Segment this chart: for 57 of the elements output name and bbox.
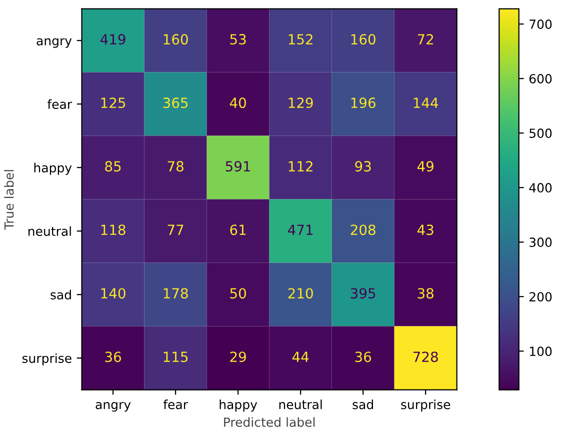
data-label: 36 <box>355 352 372 362</box>
x-axis-title: Predicted label <box>224 417 315 427</box>
y-tick-label: sad <box>50 290 71 300</box>
data-label: 196 <box>351 98 376 108</box>
data-label: 140 <box>101 288 126 299</box>
data-label: 61 <box>230 224 246 236</box>
data-label: 208 <box>350 224 376 236</box>
data-label: 178 <box>164 288 188 299</box>
data-label: 419 <box>100 34 126 45</box>
color-bar-label: 500 <box>530 128 552 138</box>
data-label: 210 <box>288 288 313 299</box>
data-label: 112 <box>288 161 312 172</box>
x-tick-label: neutral <box>279 400 322 410</box>
data-label: 115 <box>164 352 188 362</box>
x-tick-label: surprise <box>401 400 450 412</box>
data-label: 53 <box>230 34 246 45</box>
data-label: 49 <box>417 161 434 172</box>
data-label: 36 <box>105 352 121 362</box>
data-label: 365 <box>163 98 188 108</box>
y-axis-title: True label <box>4 170 14 230</box>
data-label: 44 <box>292 352 309 362</box>
data-label: 125 <box>101 98 126 108</box>
color-bar-label: 700 <box>530 19 552 29</box>
color-bar-label: 300 <box>530 238 552 248</box>
data-label: 43 <box>417 224 434 236</box>
data-label: 144 <box>414 98 438 108</box>
y-tick-label: angry <box>36 38 72 48</box>
color-bar-label: 100 <box>530 346 552 356</box>
data-label: 29 <box>230 352 246 362</box>
x-tick-label: angry <box>96 402 131 412</box>
data-label: 93 <box>355 161 371 172</box>
y-tick-label: happy <box>34 162 72 175</box>
x-tick-label: fear <box>163 400 188 410</box>
x-tick-label: happy <box>220 400 258 412</box>
data-label: 728 <box>413 352 438 362</box>
data-label: 471 <box>288 224 313 235</box>
y-tick-label: neutral <box>28 226 71 236</box>
data-label: 395 <box>350 288 376 299</box>
color-bar-label: 200 <box>530 292 552 302</box>
data-label: 50 <box>230 288 246 299</box>
color-bar-label: 400 <box>529 183 552 192</box>
x-tick-label: sad <box>352 400 373 410</box>
color-bar-label: 600 <box>529 74 552 84</box>
data-label: 129 <box>288 98 313 108</box>
data-label: 77 <box>168 224 184 235</box>
data-label: 85 <box>105 161 121 172</box>
data-label: 38 <box>418 288 434 299</box>
y-tick-label: surprise <box>22 353 72 366</box>
data-label: 152 <box>288 34 312 45</box>
data-label: 40 <box>230 98 246 108</box>
y-tick-label: fear <box>47 99 72 109</box>
data-label: 72 <box>418 34 434 44</box>
data-label: 78 <box>168 161 184 172</box>
data-label: 591 <box>226 161 250 172</box>
data-label: 160 <box>351 34 376 45</box>
data-label: 160 <box>164 34 188 45</box>
data-label: 118 <box>101 224 126 236</box>
